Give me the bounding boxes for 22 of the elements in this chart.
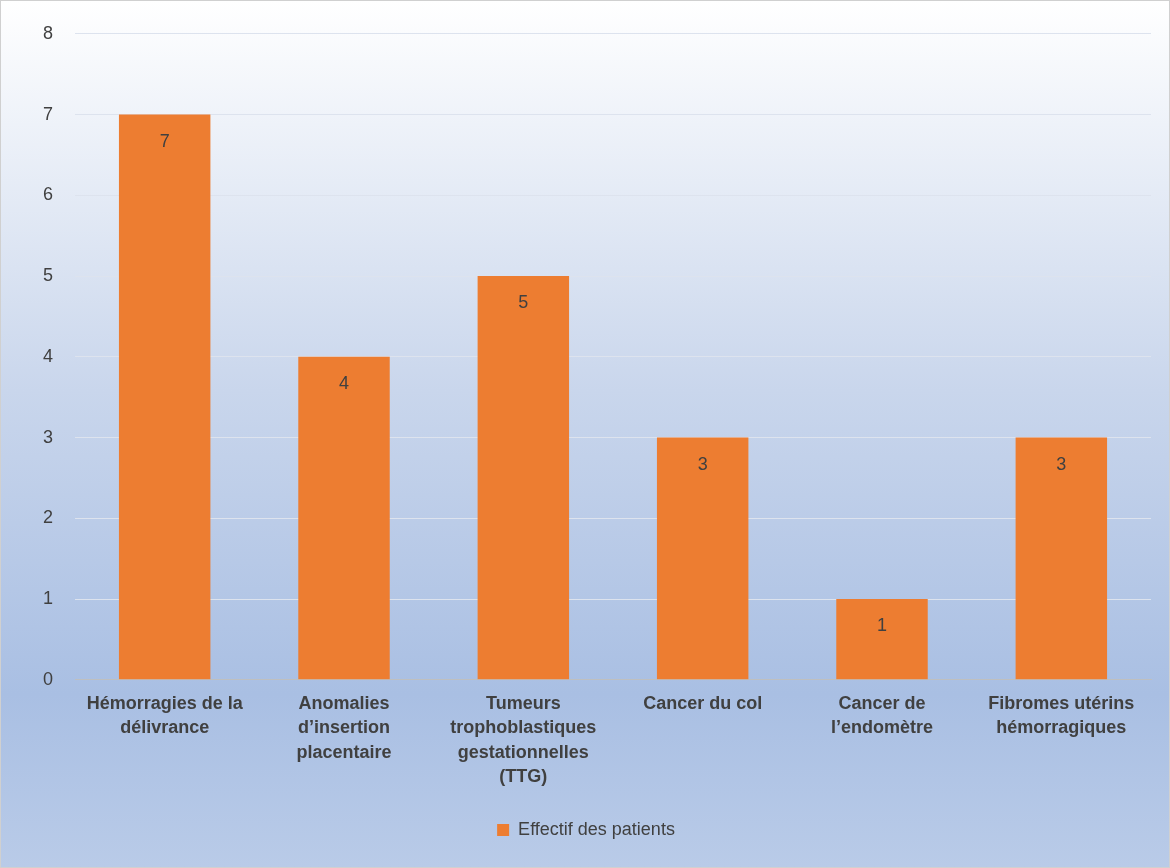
x-tick-label: Tumeurs trophoblastiques gestationnelles (TTG) (450, 692, 597, 786)
data-label: 3 (1056, 453, 1067, 474)
y-tick-label: 8 (43, 22, 54, 43)
y-tick-label: 1 (43, 588, 54, 609)
x-tick-label: Fibromes utérins hémorragiques (988, 692, 1135, 738)
legend-label: Effectif des patients (518, 818, 675, 839)
y-tick-label: 3 (43, 426, 54, 447)
y-tick-label: 7 (43, 103, 54, 124)
data-label: 3 (697, 453, 708, 474)
y-tick-label: 4 (43, 345, 54, 366)
x-tick-label: Hémorragies de la délivrance (86, 692, 244, 738)
data-label: 7 (159, 130, 170, 151)
data-label: 4 (339, 372, 350, 393)
data-label: 1 (876, 615, 888, 636)
x-tick-label: Anomalies d’insertion placentaire (296, 692, 392, 762)
y-tick-label: 6 (43, 184, 54, 205)
y-tick-label: 2 (43, 507, 54, 528)
data-label: 5 (518, 292, 529, 313)
x-tick-label: Cancer de l’endomètre (830, 692, 934, 738)
x-tick-label: Cancer du col (643, 692, 763, 713)
y-tick-label: 5 (43, 265, 54, 286)
y-tick-label: 0 (43, 668, 54, 689)
